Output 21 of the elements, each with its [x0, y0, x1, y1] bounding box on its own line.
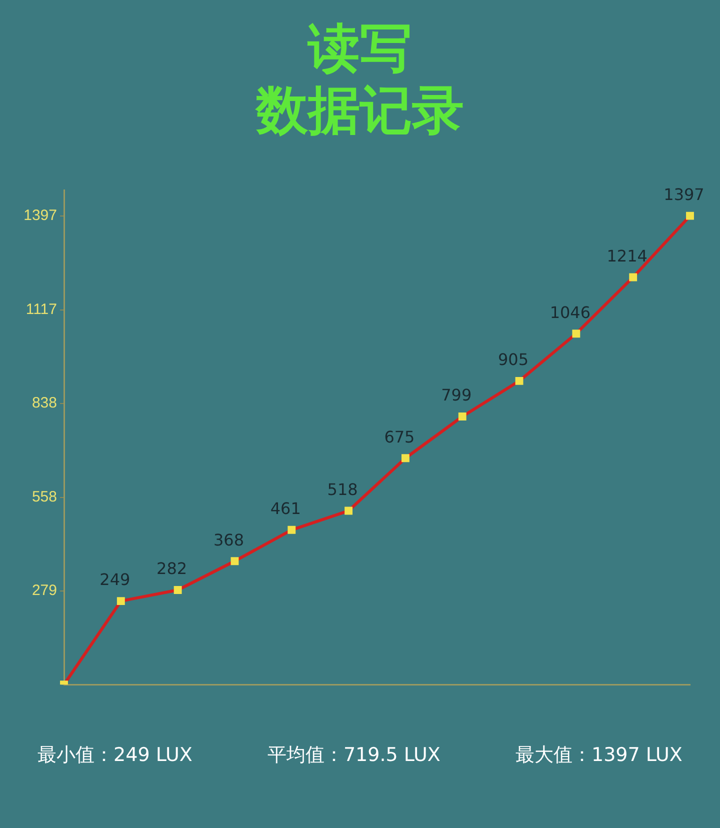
data-label: 368 — [213, 530, 244, 550]
chart-title: 读写 — [306, 18, 413, 80]
y-tick-label: 279 — [32, 582, 57, 600]
y-tick-label: 1397 — [24, 206, 57, 224]
data-label: 249 — [100, 570, 130, 590]
y-tick-label: 838 — [32, 394, 57, 412]
chart-subtitle: 数据记录 — [254, 80, 465, 142]
data-label: 518 — [327, 480, 358, 499]
text: 最小值：249 LUX — [38, 743, 192, 768]
data-label: 282 — [156, 559, 188, 578]
data-label: 1046 — [550, 302, 591, 322]
text: 平均值：719.5 LUX — [267, 743, 440, 768]
y-tick-label: 1117 — [26, 300, 57, 318]
data-label: 905 — [498, 350, 529, 370]
y-tick-label: 558 — [32, 488, 57, 506]
data-label: 461 — [270, 499, 301, 518]
text: 最大值：1397 LUX — [515, 743, 682, 768]
data-label: 1214 — [606, 246, 648, 266]
data-label: 1397 — [664, 184, 704, 204]
data-label: 799 — [441, 386, 472, 405]
data-label: 675 — [384, 427, 415, 446]
